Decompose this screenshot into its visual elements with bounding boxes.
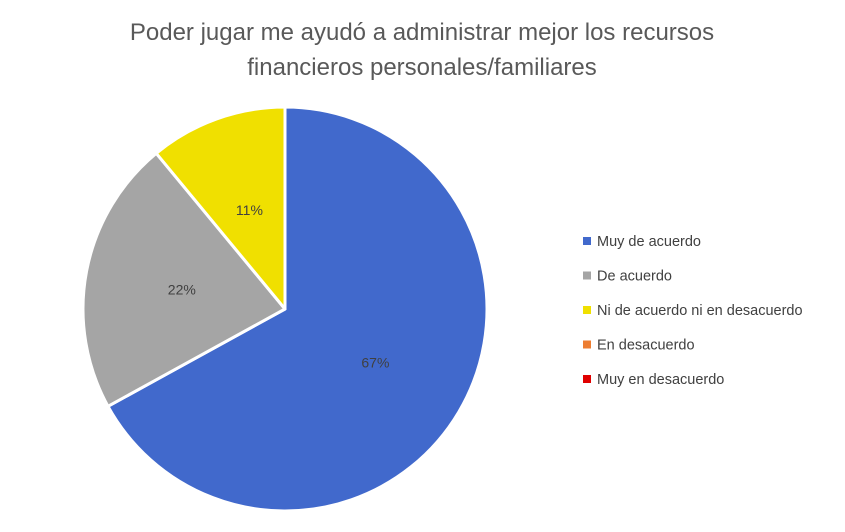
legend-swatch-muy-de-acuerdo bbox=[583, 237, 591, 245]
chart-title: Poder jugar me ayudó a administrar mejor… bbox=[130, 19, 714, 81]
legend-swatch-muy-en-desacuerdo bbox=[583, 375, 591, 383]
chart-title-line-2: financieros personales/familiares bbox=[247, 54, 597, 81]
legend-swatch-ni-de-acuerdo-ni-en-desacuerdo bbox=[583, 306, 591, 314]
chart-title-line-1: Poder jugar me ayudó a administrar mejor… bbox=[130, 19, 714, 46]
pie-slice-ni-de-acuerdo-ni-en-desacuerdo bbox=[154, 105, 287, 311]
pie-slice-labels: 67% 22% 11% bbox=[168, 202, 390, 370]
pie-slices bbox=[81, 105, 489, 513]
slice-label-muy-de-acuerdo: 67% bbox=[361, 355, 389, 371]
legend-item-en-desacuerdo: En desacuerdo bbox=[583, 338, 695, 354]
legend-label-en-desacuerdo: En desacuerdo bbox=[597, 338, 695, 354]
slice-label-de-acuerdo: 22% bbox=[168, 281, 196, 297]
chart-legend: Muy de acuerdo De acuerdo Ni de acuerdo ni… bbox=[583, 234, 803, 388]
legend-label-ni-de-acuerdo-ni-en-desacuerdo: Ni de acuerdo ni en desacuerdo bbox=[597, 303, 803, 319]
legend-label-muy-de-acuerdo: Muy de acuerdo bbox=[597, 234, 701, 250]
legend-swatch-en-desacuerdo bbox=[583, 340, 591, 349]
slice-label-ni-de-acuerdo-ni-en-desacuerdo: 11% bbox=[236, 202, 263, 218]
pie-slice-muy-de-acuerdo bbox=[106, 105, 489, 513]
legend-item-ni-de-acuerdo-ni-en-desacuerdo: Ni de acuerdo ni en desacuerdo bbox=[583, 303, 803, 319]
legend-item-muy-de-acuerdo: Muy de acuerdo bbox=[583, 234, 701, 250]
legend-item-muy-en-desacuerdo: Muy en desacuerdo bbox=[583, 372, 724, 388]
legend-swatch-de-acuerdo bbox=[583, 271, 591, 280]
pie-slice-de-acuerdo bbox=[81, 151, 287, 408]
legend-label-muy-en-desacuerdo: Muy en desacuerdo bbox=[597, 372, 724, 388]
legend-label-de-acuerdo: De acuerdo bbox=[597, 269, 672, 285]
legend-item-de-acuerdo: De acuerdo bbox=[583, 269, 672, 285]
